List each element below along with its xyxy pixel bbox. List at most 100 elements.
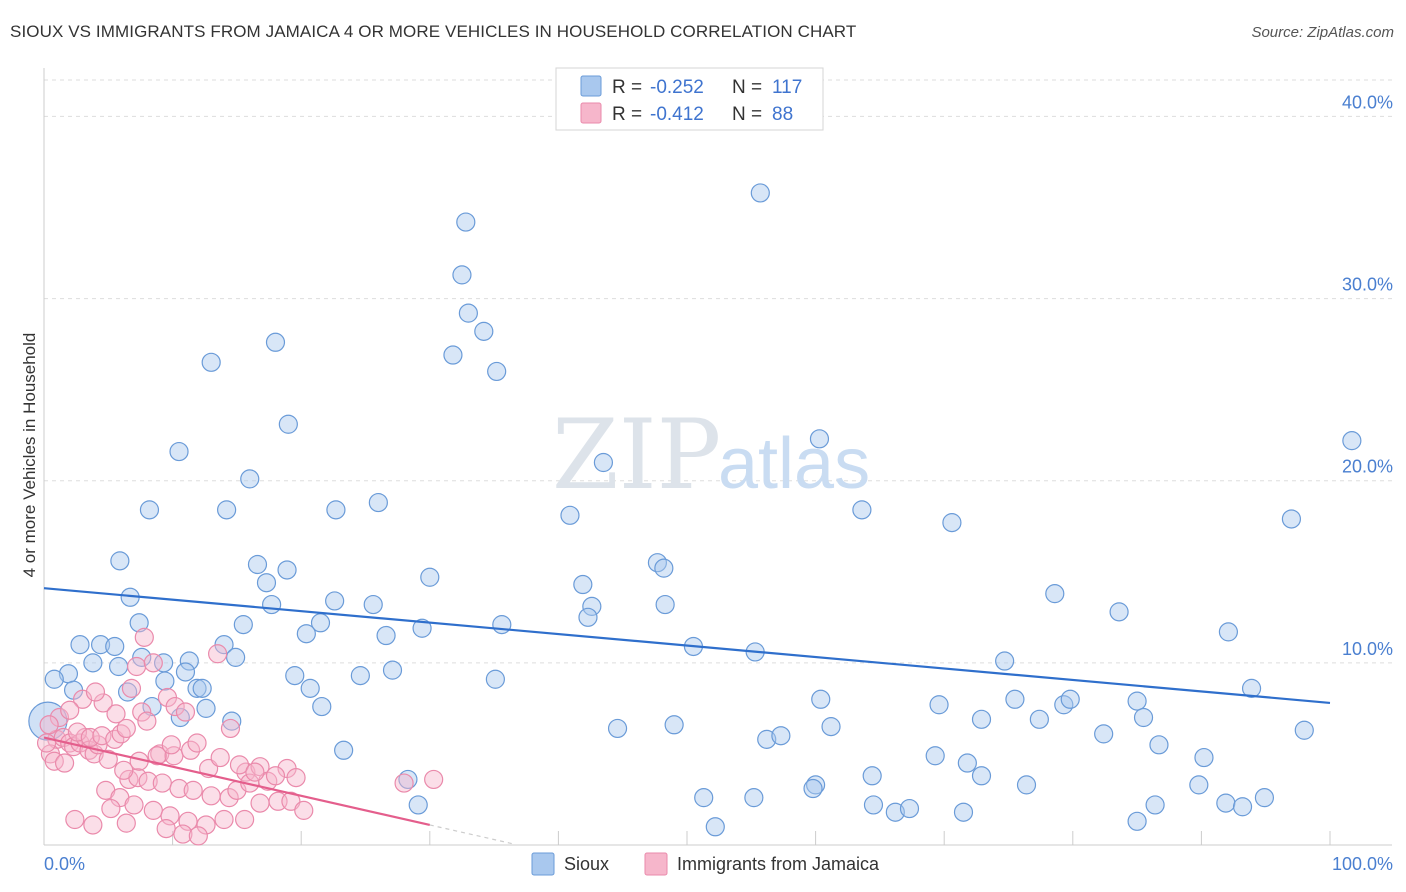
y-tick-label: 10.0%	[1342, 639, 1393, 659]
sioux-point	[1109, 602, 1129, 622]
x-tick-label: 100.0%	[1332, 854, 1393, 874]
sioux-point	[1029, 709, 1049, 729]
y-axis-title: 4 or more Vehicles in Household	[20, 333, 39, 578]
sioux-point	[1241, 678, 1262, 698]
sioux-point	[1005, 689, 1025, 709]
jamaica-point	[101, 798, 121, 819]
jamaica-point	[134, 627, 154, 647]
jamaica-point	[165, 696, 185, 717]
bottom-legend-label-jamaica: Immigrants from Jamaica	[677, 854, 880, 874]
watermark-atlas: atlas	[718, 424, 870, 504]
sioux-point	[573, 574, 593, 595]
sioux-point	[1294, 720, 1314, 740]
sioux-point	[368, 492, 388, 513]
gridlines	[44, 79, 1392, 664]
sioux-point	[363, 594, 383, 615]
jamaica-point	[143, 653, 163, 673]
jamaica-point	[152, 773, 172, 793]
jamaica-point	[208, 644, 228, 664]
legend-n-value-jamaica: 88	[772, 104, 793, 125]
jamaica-point	[114, 760, 134, 780]
sioux-point	[925, 746, 945, 766]
jamaica-point	[245, 762, 265, 782]
sioux-point	[247, 554, 268, 575]
jamaica-point	[116, 813, 136, 833]
sioux-point	[582, 596, 602, 616]
sioux-point	[971, 709, 992, 729]
jamaica-point	[124, 795, 144, 815]
jamaica-point	[54, 753, 75, 773]
jamaica-point	[187, 733, 207, 753]
sioux-point	[655, 594, 675, 615]
jamaica-point	[39, 715, 59, 735]
jamaica-point	[156, 819, 176, 839]
sioux-point	[325, 591, 345, 611]
legend-n-label-jamaica: N =	[732, 104, 762, 125]
sioux-point	[593, 452, 614, 473]
jamaica-point	[132, 702, 152, 722]
sioux-point	[821, 717, 841, 737]
sioux-point	[971, 766, 992, 786]
sioux-point	[899, 798, 920, 819]
sioux-point	[929, 695, 949, 715]
sioux-point	[1094, 724, 1114, 744]
jamaica-point	[219, 788, 239, 808]
sioux-point	[240, 469, 260, 489]
jamaica-point	[169, 778, 189, 799]
tick-labels: 10.0% 20.0% 30.0% 40.0% 0.0% 100.0%	[44, 92, 1393, 874]
jamaica-point	[92, 726, 112, 746]
sioux-point	[852, 500, 872, 520]
jamaica-point	[196, 815, 216, 835]
sioux-point	[312, 696, 332, 717]
sioux-point	[139, 500, 160, 520]
sioux-point	[262, 594, 282, 615]
sioux-point	[654, 558, 674, 578]
sioux-point	[805, 775, 826, 795]
legend-swatch-sioux	[580, 75, 602, 97]
series-jamaica-points	[36, 627, 444, 846]
sioux-point	[485, 669, 505, 689]
sioux-point	[1145, 795, 1165, 815]
sioux-point	[560, 505, 580, 525]
bottom-legend-swatch-sioux	[531, 852, 555, 876]
sioux-point	[117, 682, 138, 702]
legend-n-label-sioux: N =	[732, 77, 762, 98]
sioux-point	[694, 788, 714, 808]
sioux-point	[809, 429, 830, 449]
sioux-point	[233, 615, 253, 635]
y-tick-label: 40.0%	[1342, 92, 1393, 112]
y-tick-label: 30.0%	[1342, 275, 1393, 295]
jamaica-point	[65, 809, 85, 830]
sioux-point	[265, 332, 286, 352]
jamaica-point	[235, 809, 255, 830]
sioux-point	[1189, 775, 1209, 795]
bottom-legend-label-sioux: Sioux	[564, 854, 609, 874]
sioux-point	[222, 711, 242, 731]
sioux-point	[110, 551, 130, 571]
sioux-point	[350, 666, 370, 686]
sioux-point	[83, 653, 103, 673]
sioux-point	[175, 662, 196, 682]
sioux-point	[192, 678, 212, 698]
sioux-point	[1342, 431, 1362, 451]
jamaica-point	[137, 711, 157, 731]
sioux-point	[105, 636, 125, 657]
jamaica-point	[201, 786, 221, 806]
legend-n-value-sioux: 117	[772, 77, 802, 98]
sioux-point	[226, 647, 246, 667]
jamaica-point	[175, 702, 196, 722]
jamaica-point	[98, 749, 118, 769]
sioux-point	[108, 656, 129, 677]
sioux-point	[376, 625, 396, 646]
jamaica-point	[161, 735, 181, 755]
sioux-point	[179, 651, 199, 671]
sioux-point	[217, 500, 237, 520]
sioux-point	[492, 615, 512, 635]
sioux-point	[1218, 622, 1239, 642]
sioux-point	[885, 802, 905, 822]
sioux-point	[1127, 691, 1147, 711]
sioux-point	[300, 678, 320, 698]
sioux-point	[942, 513, 962, 533]
jamaica-point	[106, 704, 126, 724]
watermark-zip: ZIP	[552, 399, 721, 511]
